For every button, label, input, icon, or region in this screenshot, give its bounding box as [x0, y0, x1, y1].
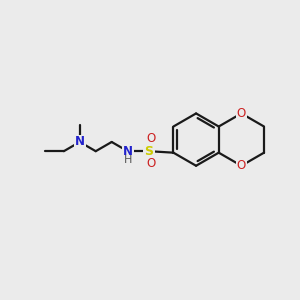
Text: O: O — [147, 132, 156, 145]
Text: N: N — [75, 136, 85, 148]
Text: N: N — [123, 145, 133, 158]
Text: S: S — [145, 145, 154, 158]
Text: H: H — [124, 155, 132, 165]
Text: O: O — [237, 107, 246, 120]
Text: O: O — [147, 157, 156, 170]
Text: O: O — [237, 159, 246, 172]
